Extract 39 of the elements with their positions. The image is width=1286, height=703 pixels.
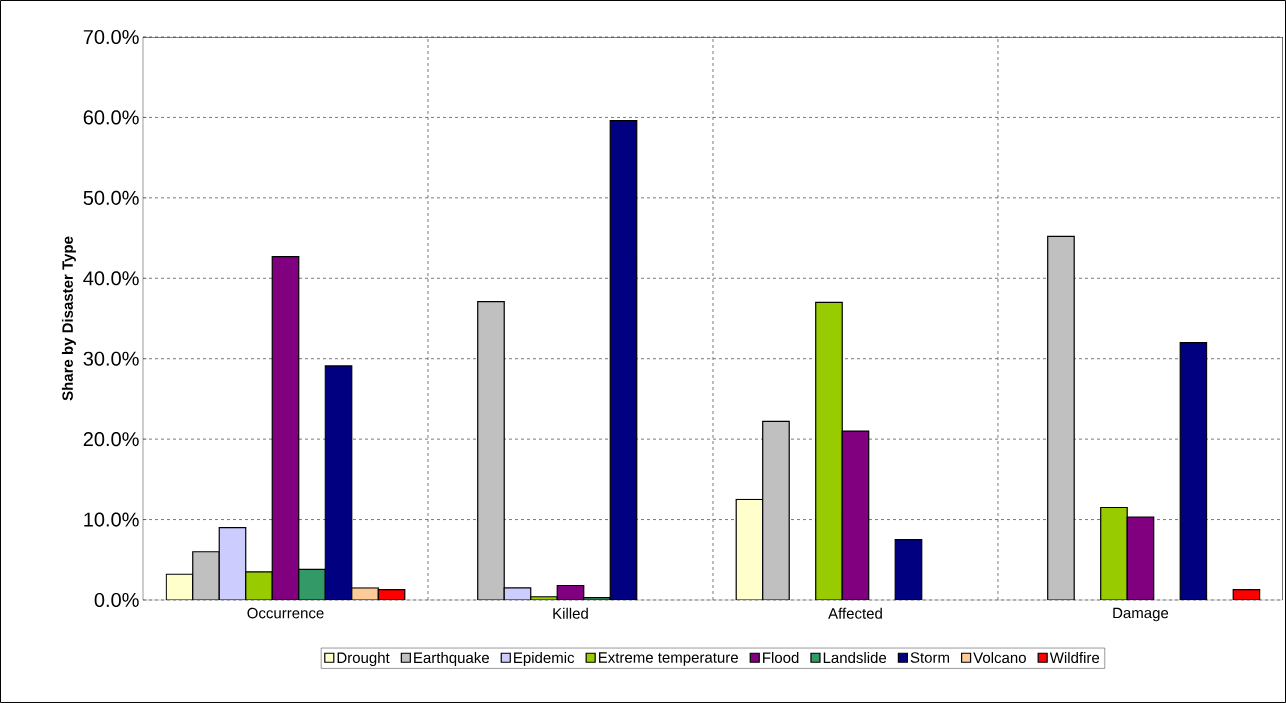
bar [324, 365, 353, 600]
y-tick-label: 40.0% [83, 271, 139, 286]
bar [218, 527, 247, 600]
bar [815, 301, 843, 600]
legend-label: Storm [910, 652, 949, 663]
legend-label: Wildfire [1049, 652, 1100, 664]
legend-label: Landslide [823, 652, 887, 664]
bar [735, 498, 764, 600]
bar [271, 255, 300, 600]
y-tick-label: 20.0% [83, 432, 139, 447]
y-tick-label: 50.0% [83, 190, 139, 205]
legend-label: Epidemic [514, 652, 575, 667]
legend-label: Earthquake [414, 652, 489, 667]
x-tick-label: Affected [828, 607, 882, 619]
y-tick-label: 30.0% [83, 351, 139, 366]
y-tick-label: 0.0% [94, 592, 139, 608]
bar [477, 301, 505, 600]
bar [894, 539, 923, 600]
y-tick-label: 10.0% [84, 512, 139, 527]
bar [192, 551, 220, 600]
bar [1179, 342, 1208, 600]
bar [609, 120, 638, 600]
legend-label: Extreme temperature [598, 652, 738, 666]
bar [1126, 516, 1155, 600]
bar [841, 430, 870, 600]
y-axis-title: Share by Disaster Type [61, 236, 76, 401]
bar [298, 568, 326, 600]
bar [762, 420, 790, 600]
x-tick-label: Killed [553, 607, 588, 619]
legend-label: Drought [337, 652, 390, 667]
legend-label: Flood [763, 652, 799, 664]
y-tick-label: 60.0% [83, 110, 139, 125]
x-tick-label: Damage [1113, 607, 1169, 622]
bar [1047, 235, 1075, 600]
y-tick-label: 70.0% [83, 29, 139, 45]
bar [1100, 506, 1128, 600]
bar [245, 571, 273, 600]
legend-label: Volcano [973, 652, 1026, 664]
x-tick-label: Occurrence [247, 607, 324, 619]
